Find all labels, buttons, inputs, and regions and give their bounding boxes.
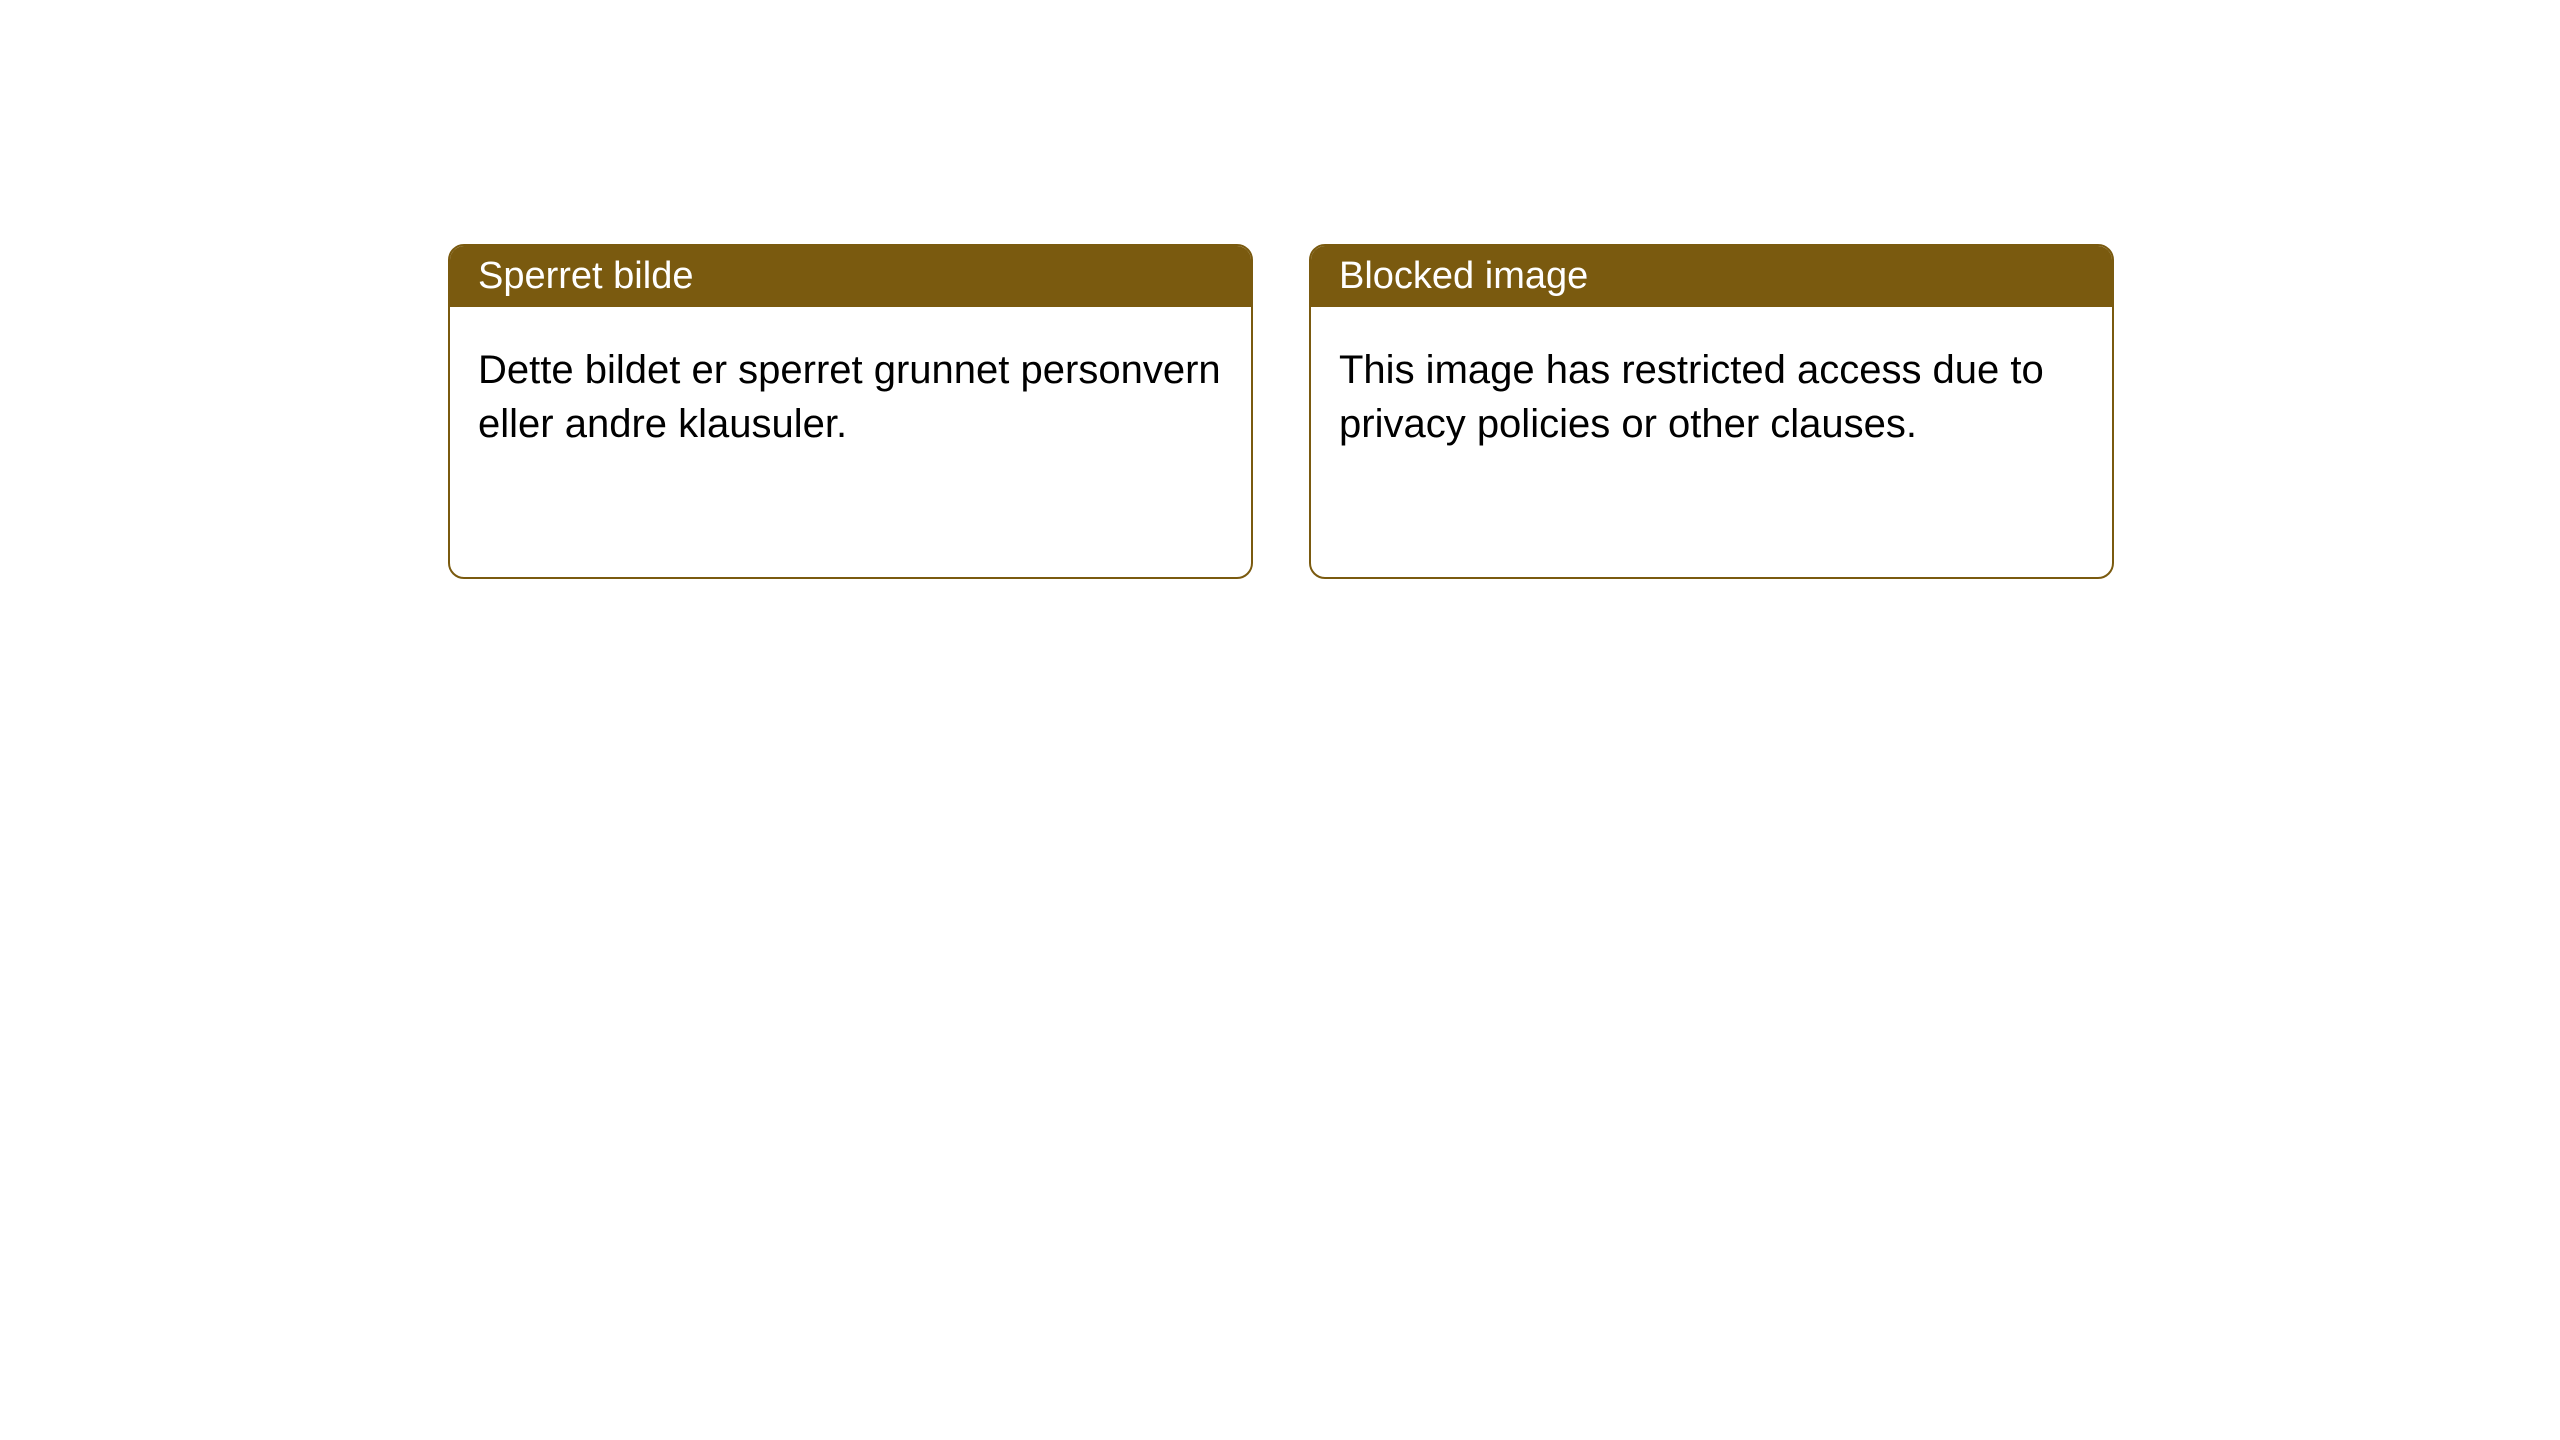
notice-header-english: Blocked image	[1311, 246, 2112, 307]
notice-card-norwegian: Sperret bilde Dette bildet er sperret gr…	[448, 244, 1253, 579]
notice-container: Sperret bilde Dette bildet er sperret gr…	[448, 244, 2114, 579]
notice-body-norwegian: Dette bildet er sperret grunnet personve…	[450, 307, 1251, 577]
notice-header-norwegian: Sperret bilde	[450, 246, 1251, 307]
notice-card-english: Blocked image This image has restricted …	[1309, 244, 2114, 579]
notice-body-english: This image has restricted access due to …	[1311, 307, 2112, 577]
